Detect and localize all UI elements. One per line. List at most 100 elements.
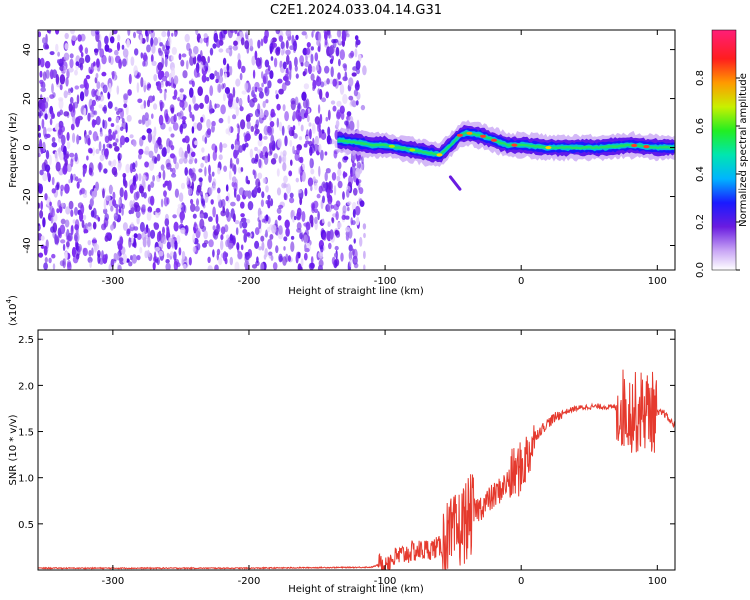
spectrogram-noise-cell — [181, 150, 185, 161]
spectrogram-noise-cell — [239, 72, 243, 81]
spectrogram-noise-cell — [71, 246, 77, 258]
signal-track-peak — [456, 133, 463, 137]
spectrogram-noise-cell — [258, 133, 263, 141]
spectrogram-noise-cell — [139, 247, 143, 254]
signal-track-peak — [388, 144, 395, 148]
spectrogram-noise-cell — [355, 42, 358, 48]
spectrogram-noise-cell — [215, 213, 219, 225]
spectrogram-noise-cell — [228, 45, 233, 50]
spectrogram-noise-cell — [329, 78, 334, 85]
spectrogram-noise-cell — [166, 162, 172, 170]
spectrogram-noise-cell — [318, 185, 323, 194]
spectrogram-noise-cell — [166, 146, 171, 154]
spectrogram-noise-cell — [68, 200, 74, 210]
spectrogram-noise-cell — [42, 37, 47, 44]
spectrogram-noise-cell — [333, 185, 337, 196]
spectrogram-noise-cell — [204, 94, 210, 105]
spectrogram-noise-cell — [254, 123, 259, 130]
spectrogram-noise-cell — [340, 252, 344, 262]
spectrogram-noise-cell — [260, 262, 265, 270]
spectrogram-noise-cell — [172, 122, 179, 131]
spectrogram-noise-cell — [116, 85, 120, 95]
spectrogram-noise-cell — [257, 39, 261, 49]
spectrogram-noise-cell — [72, 115, 76, 125]
spectrogram-noise-cell — [294, 152, 300, 161]
spectrogram-noise-cell — [251, 55, 256, 66]
spectrogram-noise-cell — [108, 160, 112, 166]
spectrogram-noise-cell — [174, 162, 179, 170]
spectrogram-noise-cell — [254, 81, 260, 90]
spectrogram-noise-cell — [184, 135, 190, 144]
spectrogram-noise-cell — [214, 264, 219, 270]
spectrogram-noise-cell — [84, 189, 87, 195]
spectrogram-noise-cell — [199, 102, 204, 109]
spectrogram-noise-cell — [301, 31, 307, 36]
spectrogram-noise-cell — [231, 176, 237, 183]
spectrogram-ytick-label: 40 — [22, 43, 33, 56]
spectrogram-noise-cell — [44, 113, 48, 120]
spectrogram-noise-cell — [261, 71, 264, 79]
spectrogram-noise-cell — [230, 30, 235, 34]
spectrogram-noise-cell — [329, 229, 334, 240]
spectrogram-noise-cell — [45, 44, 49, 49]
spectrogram-noise-cell — [200, 162, 204, 168]
spectrogram-noise-cell — [336, 30, 342, 38]
spectrogram-noise-cell — [192, 246, 196, 253]
spectrogram-noise-cell — [210, 199, 214, 205]
spectrogram-noise-cell — [278, 88, 284, 95]
spectrogram-noise-cell — [243, 233, 247, 243]
spectrogram-noise-cell — [247, 94, 250, 104]
spectrogram-noise-cell — [109, 36, 115, 44]
spectrogram-noise-cell — [317, 251, 323, 259]
spectrogram-noise-cell — [135, 205, 141, 212]
spectrogram-noise-cell — [59, 74, 66, 85]
spectrogram-noise-cell — [85, 74, 91, 80]
spectrogram-noise-cell — [207, 56, 210, 64]
spectrogram-noise-cell — [270, 158, 277, 165]
spectrogram-noise-cell — [220, 234, 224, 241]
spectrogram-noise-cell — [154, 156, 158, 164]
spectrogram-noise-cell — [69, 58, 74, 69]
spectrogram-noise-cell — [67, 90, 71, 96]
spectrogram-noise-cell — [38, 225, 41, 230]
spectrogram-noise-cell — [44, 60, 51, 69]
spectrogram-noise-cell — [62, 258, 66, 269]
spectrogram-noise-cell — [77, 34, 82, 42]
spectrogram-noise-cell — [262, 100, 266, 108]
spectrogram-noise-cell — [151, 113, 154, 119]
spectrogram-noise-cell — [350, 217, 353, 226]
spectrogram-noise-cell — [310, 73, 315, 81]
spectrogram-noise-cell — [305, 135, 310, 141]
spectrogram-noise-cell — [190, 198, 194, 205]
spectrogram-xtick-label: -100 — [374, 276, 397, 287]
spectrogram-noise-cell — [79, 44, 83, 53]
spectrogram-noise-cell — [202, 200, 205, 206]
spectrogram-noise-cell — [59, 58, 63, 64]
spectrogram-noise-cell — [284, 193, 288, 201]
spectrogram-noise-cell — [264, 59, 270, 68]
spectrogram-noise-cell — [204, 155, 209, 164]
spectrogram-noise-cell — [126, 38, 130, 48]
spectrogram-noise-cell — [265, 99, 269, 104]
spectrogram-noise-cell — [111, 166, 118, 176]
spectrogram-noise-cell — [277, 78, 283, 84]
spectrogram-noise-cell — [156, 153, 161, 162]
spectrogram-noise-cell — [144, 161, 150, 168]
spectrogram-noise-cell — [204, 193, 209, 203]
spectrogram-noise-cell — [236, 194, 241, 202]
spectrogram-noise-cell — [361, 155, 364, 164]
spectrogram-noise-cell — [90, 210, 95, 218]
spectrogram-noise-cell — [224, 224, 229, 233]
spectrogram-noise-cell — [186, 176, 189, 185]
spectrogram-noise-cell — [330, 66, 334, 78]
spectrogram-noise-cell — [108, 144, 113, 149]
spectrogram-noise-cell — [124, 136, 130, 143]
spectrogram-noise-cell — [352, 208, 356, 218]
spectrogram-noise-cell — [89, 261, 92, 268]
snr-multiplier: (x104) — [5, 295, 19, 326]
spectrogram-noise-cell — [117, 264, 122, 270]
spectrogram-noise-cell — [355, 178, 359, 186]
spectrogram-noise-cell — [70, 209, 74, 217]
spectrogram-noise-cell — [320, 245, 324, 253]
spectrogram-noise-cell — [295, 177, 299, 183]
